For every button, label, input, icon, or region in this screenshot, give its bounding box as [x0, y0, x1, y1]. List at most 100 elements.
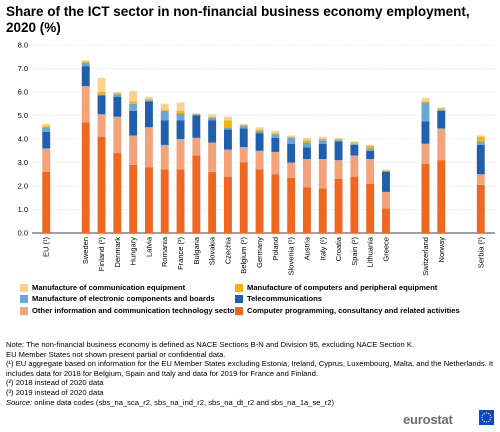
bar-segment	[239, 124, 248, 127]
x-tick-label: Bulgaria	[192, 236, 201, 264]
bar-segment	[160, 120, 169, 145]
bar-segment	[81, 122, 90, 233]
x-tick-label: Hungary	[129, 237, 138, 266]
bar-segment	[129, 164, 138, 233]
bar-segment	[271, 134, 280, 138]
bar-segment	[421, 163, 430, 233]
x-tick-label: France (²)	[176, 237, 185, 270]
bar-segment	[382, 170, 390, 172]
x-tick-label: Lithuania	[366, 236, 375, 267]
legend-label: Other information and communication tech…	[32, 306, 242, 315]
x-tick-label: Greece	[381, 237, 390, 262]
bar-segment	[437, 128, 446, 161]
bar-segment	[255, 129, 264, 131]
bar-segment	[303, 187, 311, 233]
bar-segment	[192, 113, 201, 114]
bar-segment	[334, 140, 343, 142]
bar-segment	[223, 149, 232, 177]
bar-segment	[239, 162, 248, 233]
bar-segment	[239, 123, 248, 125]
bar-segment	[366, 150, 375, 159]
legend-item: Manufacture of computers and peripheral …	[235, 283, 437, 292]
bar-segment	[97, 95, 106, 115]
bar-segment	[176, 110, 185, 114]
bar-segment	[287, 136, 296, 138]
bar-segment	[334, 139, 343, 141]
bar-segment	[255, 150, 264, 170]
bar-segment	[303, 140, 311, 143]
bar-segment	[303, 147, 311, 159]
bar-segment	[255, 133, 264, 151]
bar-segment	[144, 100, 153, 102]
bar-segment	[334, 160, 343, 179]
bar-segment	[129, 101, 138, 104]
note-line: EU Member States not shown present parti…	[6, 349, 226, 359]
bar-segment	[42, 171, 51, 233]
bar-segment	[239, 128, 248, 148]
bar-segment	[144, 99, 153, 101]
bar-segment	[318, 140, 327, 144]
bar-segment	[366, 158, 375, 184]
legend-swatch	[235, 294, 243, 303]
bar-segment	[318, 139, 327, 141]
x-tick-label: Belgium (²)	[239, 237, 248, 274]
eurostat-logo: eurostat	[403, 407, 495, 427]
x-tick-label: Latvia	[144, 236, 153, 257]
bar-segment	[437, 107, 446, 109]
x-tick-label: Czechia	[223, 236, 232, 264]
bar-segment	[287, 137, 296, 144]
bar-segment	[366, 144, 375, 147]
bar-segment	[81, 86, 90, 123]
bar-segment	[129, 90, 138, 102]
bar-segment	[255, 130, 264, 134]
legend-swatch	[235, 306, 243, 315]
gridlines	[32, 44, 495, 234]
bar-segment	[318, 143, 327, 159]
bar-segment	[97, 136, 106, 233]
bar-segment	[287, 143, 296, 163]
y-tick-label: 8.0	[18, 41, 28, 50]
x-tick-label: Croatia	[334, 236, 343, 261]
source-label: Source:	[6, 397, 33, 407]
bar-segment	[255, 127, 264, 130]
bar-segment	[437, 110, 446, 129]
bar-segment	[350, 176, 359, 233]
bar-segment	[223, 116, 232, 121]
bar-segment	[160, 109, 169, 111]
bar-segment	[382, 169, 390, 171]
bar-segment	[81, 62, 90, 67]
note-line: (³) 2019 instead of 2020 data	[6, 387, 104, 397]
bar-segment	[287, 177, 296, 233]
y-axis-ticks: 0.0 1.0 2.0 3.0 4.0 5.0 6.0 7.0 8.0	[18, 41, 28, 238]
legend-swatch	[20, 306, 28, 315]
bar-segment	[208, 171, 217, 233]
bar-segment	[350, 142, 359, 144]
bar-segment	[271, 151, 280, 175]
x-tick-label: Sweden	[81, 237, 90, 264]
legend-item: Manufacture of electronic components and…	[20, 294, 215, 303]
bar-segment	[476, 135, 485, 137]
bar-segment	[350, 155, 359, 177]
bar-segment	[350, 141, 359, 143]
bar-segment	[318, 158, 327, 189]
x-tick-label: Slovenia (²)	[287, 237, 296, 276]
bar-segment	[113, 94, 122, 97]
bar-segment	[476, 141, 485, 145]
bar-segment	[42, 126, 51, 128]
bar-segment	[160, 110, 169, 121]
bar-segment	[476, 184, 485, 233]
bar-segment	[81, 60, 90, 62]
bar-segment	[42, 127, 51, 132]
x-tick-label: Italy (²)	[318, 237, 327, 261]
legend-label: Manufacture of communication equipment	[32, 283, 186, 292]
x-tick-label: Denmark	[113, 237, 122, 268]
bar-segment	[176, 169, 185, 233]
bar-segment	[160, 103, 169, 110]
bar-segment	[287, 135, 296, 137]
source-line: Source: online data codes (sbs_na_sca_r2…	[6, 398, 496, 408]
bar-segment	[223, 127, 232, 130]
bar-segment	[81, 66, 90, 87]
note-line: (²) 2018 instead of 2020 data	[6, 378, 104, 388]
y-tick-label: 6.0	[18, 88, 28, 97]
bar-segment	[144, 167, 153, 233]
